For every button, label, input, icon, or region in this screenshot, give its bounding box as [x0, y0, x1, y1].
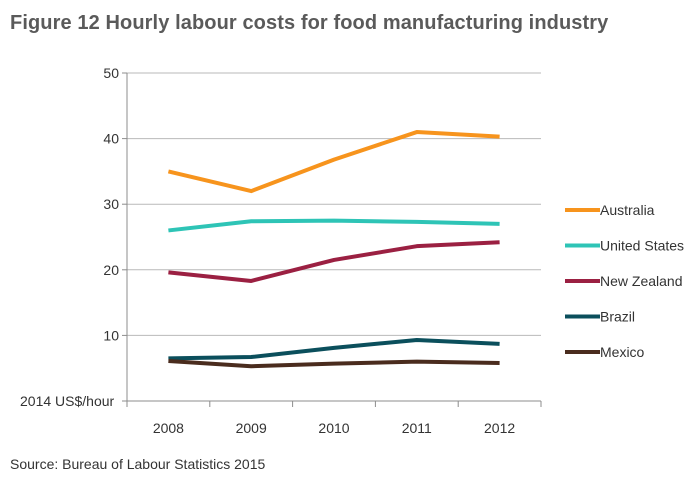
series-line-new-zealand — [168, 240, 500, 283]
x-tick-label: 2009 — [236, 420, 267, 436]
series-line-brazil — [168, 337, 500, 361]
legend: Australia United States New Zealand Brazil M… — [565, 202, 684, 360]
legend-label: Australia — [600, 202, 655, 218]
y-tick-label: 20 — [103, 262, 119, 278]
legend-label: Mexico — [600, 344, 645, 360]
x-tick-label: 2008 — [153, 420, 184, 436]
x-tick-labels: 2008 2009 2010 2011 2012 — [153, 420, 516, 436]
source-note: Source: Bureau of Labour Statistics 2015 — [10, 456, 266, 472]
y-tick-label: 40 — [103, 131, 119, 147]
legend-label: New Zealand — [600, 273, 683, 289]
legend-label: United States — [600, 238, 684, 254]
x-tick-label: 2011 — [402, 420, 432, 436]
figure-title: Figure 12 Hourly labour costs for food m… — [10, 12, 609, 34]
y-tick-label: 30 — [103, 196, 119, 212]
y-tick-label: 50 — [103, 65, 119, 81]
y-tick-labels: 10 20 30 40 50 — [103, 65, 119, 343]
series-line-australia — [167, 130, 500, 194]
y-tick-label: 10 — [103, 327, 119, 343]
series-lines — [167, 130, 500, 369]
y-axis-label: 2014 US$/hour — [20, 393, 115, 409]
x-tick-label: 2012 — [484, 420, 515, 436]
gridlines — [127, 72, 541, 336]
axes — [122, 72, 542, 407]
series-line-united-states — [168, 218, 500, 233]
x-tick-label: 2010 — [318, 420, 349, 436]
legend-label: Brazil — [600, 309, 635, 325]
series-line-mexico — [168, 358, 500, 369]
